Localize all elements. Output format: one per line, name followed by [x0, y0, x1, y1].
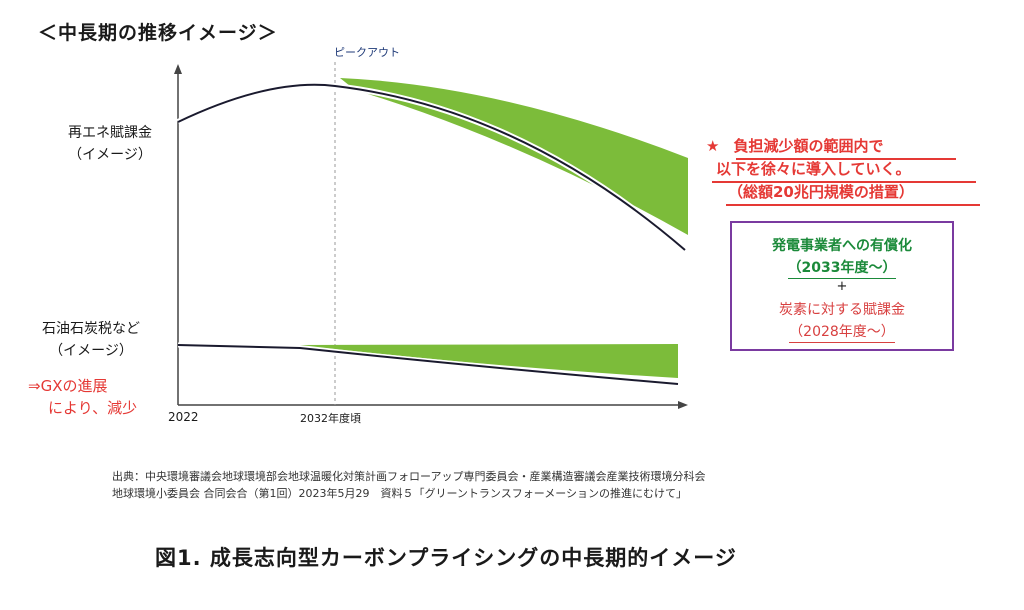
box-line-2033: （2033年度～）	[787, 257, 897, 279]
y-axis-arrow	[174, 64, 182, 74]
source-line1: 出典：中央環境審議会地球環境部会地球温暖化対策計画フォローアップ専門委員会・産業…	[112, 470, 706, 483]
reduction-note-line2: 以下を徐々に導入していく。	[716, 160, 911, 178]
oil-reduction-area	[300, 344, 678, 378]
oil-coal-tax-label-line1: 石油石炭税など	[42, 321, 140, 337]
diagram-title: ＜中長期の推移イメージ＞	[38, 22, 278, 44]
renewable-levy-label: 再エネ賦課金 （イメージ）	[68, 122, 152, 166]
x-label-2022: 2022	[168, 410, 199, 424]
figure-caption: 図1. 成長志向型カーボンプライシングの中長期的イメージ	[155, 546, 737, 570]
reduction-note-line1: 負担減少額の範囲内で	[733, 137, 884, 155]
gx-progress-note-line2: により、減少	[48, 399, 138, 417]
source-line2: 地球環境小委員会 合同会合（第1回）2023年5月29 資料５「グリーントランス…	[112, 487, 688, 500]
renewable-curve	[177, 83, 686, 251]
box-plus: +	[836, 279, 848, 294]
x-label-2032: 2032年度頃	[300, 412, 361, 425]
gx-progress-note: ⇒GXの進展 により、減少	[28, 375, 137, 419]
box-line-generator-charge: 発電事業者への有償化	[772, 238, 912, 254]
peak-out-label: ピークアウト	[334, 46, 400, 59]
renewable-levy-label-line1: 再エネ賦課金	[68, 125, 152, 141]
note-underline-3	[726, 204, 980, 206]
gx-progress-note-line1: ⇒GXの進展	[28, 377, 108, 395]
oil-curve	[177, 344, 679, 385]
x-axis-arrow	[678, 401, 688, 409]
box-line-carbon-levy: 炭素に対する賦課金	[779, 302, 905, 318]
note-underline-1	[736, 158, 956, 160]
note-underline-2	[712, 181, 976, 183]
renewable-levy-label-line2: （イメージ）	[68, 147, 152, 163]
oil-coal-tax-label: 石油石炭税など （イメージ）	[42, 318, 140, 362]
oil-coal-tax-label-line2: （イメージ）	[49, 343, 133, 359]
measures-box: 発電事業者への有償化 （2033年度～） + 炭素に対する賦課金 （2028年度…	[730, 221, 954, 351]
source-citation: 出典：中央環境審議会地球環境部会地球温暖化対策計画フォローアップ専門委員会・産業…	[112, 468, 706, 502]
reduction-note: ★ 負担減少額の範囲内で 以下を徐々に導入していく。 （総額20兆円規模の措置）	[706, 135, 914, 204]
box-line-2028: （2028年度～）	[789, 321, 895, 343]
reduction-note-line3: （総額20兆円規模の措置）	[728, 183, 914, 201]
star-icon: ★	[706, 137, 720, 155]
